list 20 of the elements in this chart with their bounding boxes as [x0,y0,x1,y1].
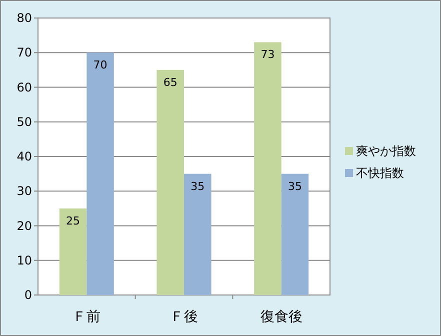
data-label: 70 [93,58,108,72]
ytick: 60 [16,80,32,94]
data-label: 35 [190,180,205,193]
ytick: 80 [16,11,32,25]
data-label: 65 [163,76,178,89]
ytick: 40 [16,150,32,164]
ytick: 70 [16,46,32,60]
xtick: 復食後 [260,309,302,325]
ytick: 30 [16,184,32,198]
ytick: 10 [16,253,32,268]
ytick: 50 [16,114,32,129]
ytick: 0 [24,288,32,302]
legend: 爽やか指数 [356,144,416,158]
xtick: Ｆ後 [170,309,198,325]
xtick: Ｆ前 [72,309,101,325]
data-label: 73 [260,48,275,62]
legend: 不快指数 [356,166,404,180]
data-label: 25 [66,214,80,228]
data-label: 35 [288,180,302,193]
ytick: 20 [16,218,32,233]
